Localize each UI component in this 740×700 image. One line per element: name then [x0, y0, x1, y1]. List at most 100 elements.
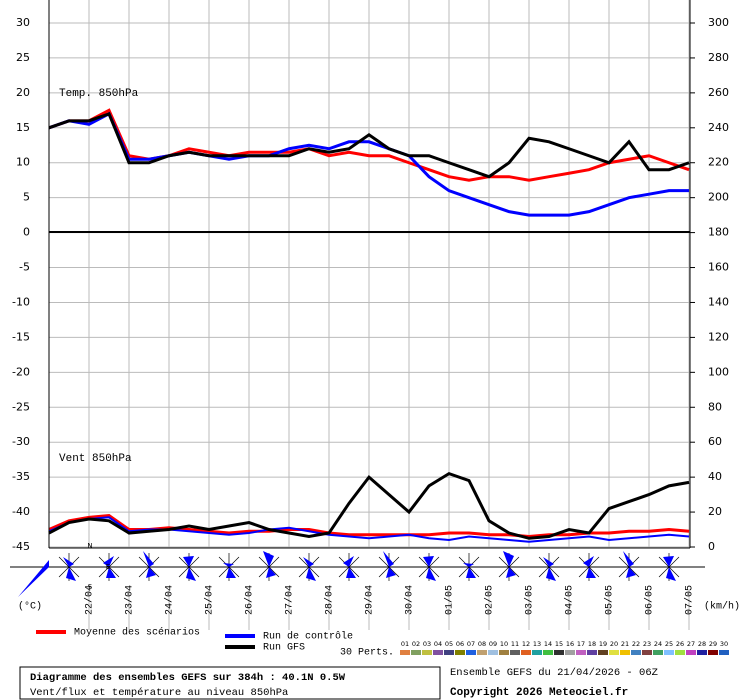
x-tick-label: 25/04: [204, 585, 216, 615]
legend-label: Moyenne des scénarios: [74, 627, 200, 639]
pert-swatch: [521, 650, 531, 655]
y-tick-label: -35: [12, 470, 30, 483]
pert-label: 14: [544, 640, 552, 648]
wind-rose-petal: [663, 556, 676, 581]
x-tick-label: 26/04: [244, 585, 256, 615]
pert-swatch: [510, 650, 520, 655]
pert-label: 24: [654, 640, 662, 648]
rose-s: S: [88, 583, 93, 591]
y2-tick-label: 80: [708, 400, 722, 413]
legend-label: Run GFS: [263, 643, 305, 654]
pert-label: 26: [676, 640, 684, 648]
x-tick-label: 27/04: [284, 585, 296, 615]
y-tick-label: -25: [12, 400, 30, 413]
pert-swatch: [477, 650, 487, 655]
wind-rose-petal: [223, 563, 236, 578]
y-tick-label: 0: [23, 226, 30, 239]
y-tick-label: -45: [12, 540, 30, 553]
pert-swatch: [411, 650, 421, 655]
info-subtitle: Vent/flux et température au niveau 850hP…: [30, 687, 288, 699]
wind-rose-petal: [18, 560, 49, 597]
wind-rose-petal: [423, 556, 436, 581]
x-tick-label: 22/04: [84, 585, 96, 615]
y2-tick-label: 20: [708, 505, 722, 518]
x-tick-label: 01/05: [444, 585, 456, 615]
y-tick-label: -15: [12, 330, 30, 343]
pert-swatch: [543, 650, 553, 655]
info-title: Diagramme des ensembles GEFS sur 384h : …: [30, 672, 346, 684]
y-tick-label: 5: [23, 191, 30, 204]
y2-tick-label: 140: [708, 295, 729, 308]
pert-swatch: [576, 650, 586, 655]
pert-label: 17: [577, 640, 585, 648]
pert-label: 03: [423, 640, 431, 648]
series-line: [48, 111, 690, 179]
pert-swatch: [554, 650, 564, 655]
pert-swatch: [653, 650, 663, 655]
legend-label: Run de contrôle: [263, 631, 353, 643]
pert-swatch: [609, 650, 619, 655]
pert-label: 12: [522, 640, 530, 648]
y-tick-label: 25: [16, 51, 30, 64]
y2-tick-label: 260: [708, 86, 729, 99]
pert-swatch: [433, 650, 443, 655]
pert-swatch: [686, 650, 696, 655]
pert-label: 06: [456, 640, 464, 648]
x-tick-label: 03/05: [524, 585, 536, 615]
pert-label: 29: [709, 640, 717, 648]
pert-label: 02: [412, 640, 420, 648]
pert-label: 22: [632, 640, 640, 648]
pert-label: 19: [599, 640, 607, 648]
wind-rose-petal: [103, 556, 116, 578]
y2-tick-label: 160: [708, 261, 729, 274]
y-tick-label: 30: [16, 16, 30, 29]
wind-rose-petal: [503, 551, 516, 578]
wind-roses: [18, 551, 683, 597]
pert-swatch: [422, 650, 432, 655]
y2-tick-label: 220: [708, 156, 729, 169]
x-tick-label: 07/05: [684, 585, 696, 615]
x-tick-label: 04/05: [564, 585, 576, 615]
pert-swatch: [675, 650, 685, 655]
wind-rose-petal: [383, 551, 396, 578]
run-info: Ensemble GEFS du 21/04/2026 - 06Z: [450, 667, 658, 679]
y2-tick-label: 60: [708, 435, 722, 448]
x-tick-label: 28/04: [324, 585, 336, 615]
pert-swatch: [708, 650, 718, 655]
pert-label: 27: [687, 640, 695, 648]
pert-label: 01: [401, 640, 409, 648]
y-tick-label: -10: [12, 295, 30, 308]
y-tick-label: -40: [12, 505, 30, 518]
pert-label: 21: [621, 640, 629, 648]
wind-rose-petal: [623, 551, 636, 578]
pert-label: 08: [478, 640, 486, 648]
y2-tick-label: 40: [708, 470, 722, 483]
y-tick-label: 15: [16, 121, 30, 134]
series-line: [48, 111, 689, 217]
copyright: Copyright 2026 Meteociel.fr: [450, 687, 628, 699]
y-tick-label: -20: [12, 365, 30, 378]
pert-swatch: [598, 650, 608, 655]
wind-panel-label: Vent 850hPa: [59, 453, 132, 465]
pert-label: 10: [500, 640, 508, 648]
wind-rose-petal: [143, 551, 156, 578]
x-tick-label: 02/05: [484, 585, 496, 615]
pert-label: 16: [566, 640, 574, 648]
pert-swatch: [488, 650, 498, 655]
pert-swatch: [587, 650, 597, 655]
pert-swatch: [466, 650, 476, 655]
y2-tick-label: 0: [708, 540, 715, 553]
rose-n: N: [87, 542, 92, 550]
perts-label: 30 Perts.: [340, 648, 394, 659]
x-tick-label: 23/04: [124, 585, 136, 615]
x-tick-label: 05/05: [604, 585, 616, 615]
x-tick-label: 29/04: [364, 585, 376, 615]
y-tick-label: -30: [12, 435, 30, 448]
pert-label: 15: [555, 640, 563, 648]
pert-swatch: [444, 650, 454, 655]
pert-swatch: [565, 650, 575, 655]
pert-label: 11: [511, 640, 519, 648]
y2-tick-label: 180: [708, 226, 729, 239]
